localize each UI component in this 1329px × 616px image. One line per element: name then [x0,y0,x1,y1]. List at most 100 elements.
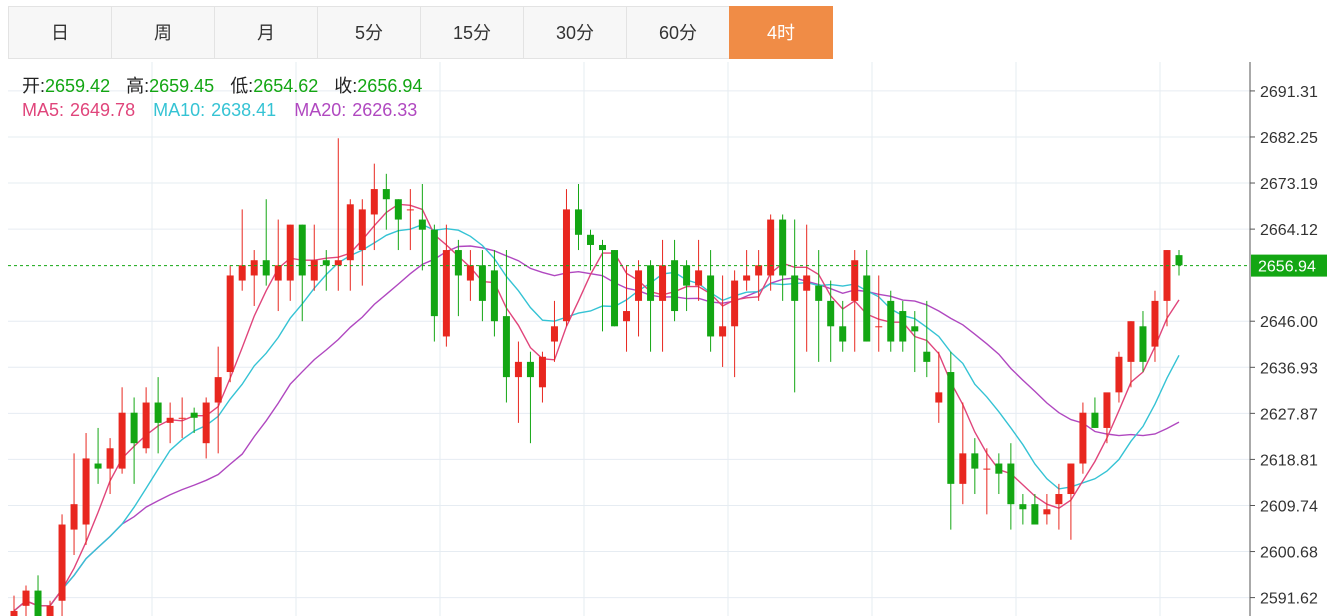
y-tick-label: 2636.93 [1260,360,1318,377]
candle-body [683,265,691,286]
candle-body [142,402,150,449]
candle-body [190,412,198,418]
candle-body [599,244,607,251]
candle-body [1079,412,1087,464]
candle-body [1067,463,1075,495]
candle-body [647,265,655,301]
candle-body [1163,250,1171,301]
candle-body [719,326,727,337]
tab-30min[interactable]: 30分 [523,6,627,59]
tab-15min[interactable]: 15分 [420,6,524,59]
candle-body [34,590,42,616]
candle-body [430,229,438,317]
ma10-value: 2638.41 [211,100,277,120]
candle-body [250,260,258,276]
candle-body [478,265,486,301]
tab-month[interactable]: 月 [214,6,318,59]
ma5-label: MA5: [22,100,65,120]
candle-body [935,392,943,403]
ohlc-readout: 开:2659.42 高:2659.45 低:2654.62 收:2656.94 [22,72,438,98]
candle-body [791,275,799,301]
y-tick-label: 2627.87 [1260,406,1318,423]
candle-body [671,260,679,312]
candle-body [118,412,126,469]
candle-body [58,524,66,601]
candle-body [659,265,667,301]
tab-5min[interactable]: 5分 [317,6,421,59]
candle-body [310,260,318,281]
candle-body [94,463,102,469]
candle-body [1127,321,1135,362]
candle-body [106,448,114,469]
y-tick-label: 2618.81 [1260,452,1318,469]
price-axis: 2691.31 2682.25 2673.19 2664.12 2646.00 2636.… [8,62,1327,616]
tab-day[interactable]: 日 [8,6,112,59]
candle-body [839,326,847,342]
y-tick-label: 2673.19 [1260,176,1318,193]
candle-body [202,402,210,444]
candle-body [611,250,619,327]
tab-week[interactable]: 周 [111,6,215,59]
candle-body [454,250,462,276]
candle-body [851,260,859,301]
y-tick-label: 2646.00 [1260,314,1318,331]
candle-body [755,265,763,276]
candle-body [731,280,739,327]
candle-body [707,275,715,337]
candle-body [274,265,282,281]
candle-body [623,311,631,322]
y-tick-label: 2600.68 [1260,545,1318,562]
low-label: 低: [230,76,254,96]
candle-body [923,351,931,362]
candle-body [899,311,907,342]
tab-60min[interactable]: 60分 [626,6,730,59]
candle-body [346,204,354,261]
low-value: 2654.62 [253,76,319,96]
candle-body [911,326,919,332]
candle-body [82,458,90,525]
candle-body [322,260,330,266]
candle-body [370,189,378,215]
candle-body [46,605,54,616]
y-tick-label: 2609.74 [1260,499,1318,516]
candle-body [959,453,967,484]
candle-body [70,504,78,530]
candle-body [767,219,775,276]
current-price-tag [1251,254,1327,277]
candle-body [743,275,751,281]
candle-body [154,402,162,423]
candle-body [887,300,895,342]
candle-body [779,219,787,276]
candle-body [635,270,643,301]
y-tick-label: 2591.62 [1260,591,1318,608]
candle-body [166,417,174,423]
candle-body [442,250,450,337]
candle-body [947,372,955,484]
candle-body [875,326,883,328]
candle-body [803,275,811,291]
candle-body [815,285,823,301]
y-tick-label: 2664.12 [1260,222,1318,239]
candle-body [983,468,991,470]
candle-body [1151,300,1159,347]
tab-4hour[interactable]: 4时 [729,6,833,59]
candle-body [1175,255,1183,266]
candle-body [863,275,871,342]
candles [10,138,1183,616]
candle-body [1007,463,1015,505]
candle-body [490,270,498,322]
candle-body [1115,356,1123,393]
candle-body [1103,392,1111,428]
candle-body [334,260,342,266]
candle-body [394,199,402,220]
open-label: 开: [22,76,46,96]
candle-body [1043,509,1051,515]
y-tick-label: 2682.25 [1260,130,1318,147]
candle-body [22,590,30,606]
candle-body [574,209,582,235]
open-value: 2659.42 [45,76,111,96]
candle-body [586,234,594,245]
candle-body [1091,412,1099,428]
candle-body [466,265,474,281]
